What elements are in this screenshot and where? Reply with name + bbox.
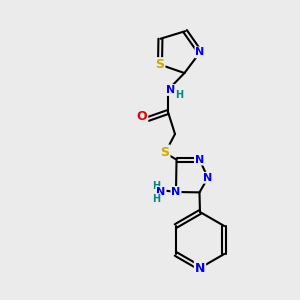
Text: O: O (137, 110, 147, 124)
Text: S: S (155, 58, 164, 71)
Text: N: N (167, 85, 176, 95)
Text: H: H (152, 194, 160, 204)
Text: N: N (195, 47, 205, 57)
Text: H: H (152, 181, 160, 191)
Text: N: N (195, 262, 205, 275)
Text: N: N (171, 187, 181, 197)
Text: N: N (156, 187, 166, 197)
Text: H: H (175, 90, 183, 100)
Text: S: S (160, 146, 169, 158)
Text: N: N (203, 173, 212, 183)
Text: N: N (195, 154, 204, 165)
